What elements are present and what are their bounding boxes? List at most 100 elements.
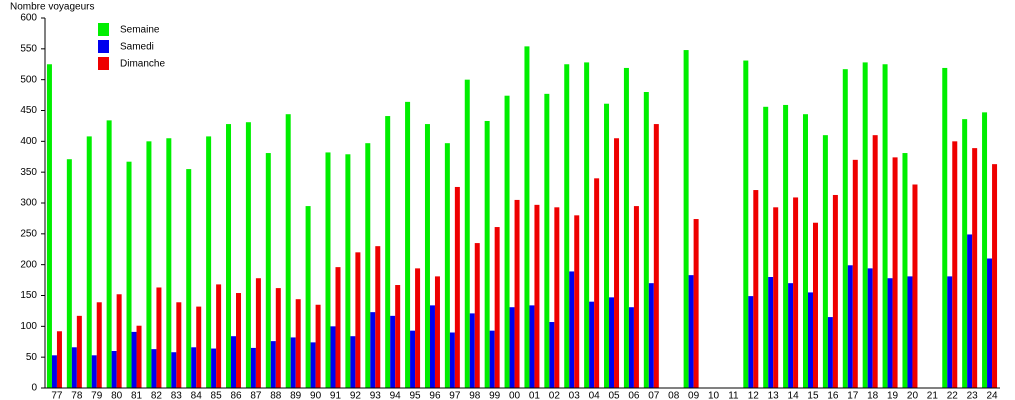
bar [987, 258, 993, 388]
x-tick-label: 90 [310, 391, 322, 400]
x-tick-label: 22 [947, 391, 959, 400]
bar [106, 120, 112, 388]
y-tick-label: 300 [20, 198, 37, 209]
bar [962, 119, 968, 388]
y-tick-label: 250 [20, 228, 37, 239]
bar [623, 67, 629, 388]
x-tick-label: 84 [191, 391, 203, 400]
x-tick-label: 05 [608, 391, 620, 400]
bar [265, 153, 271, 388]
bar [429, 305, 435, 388]
bar [604, 103, 610, 388]
bar [907, 276, 913, 388]
bar [424, 124, 430, 389]
bar [882, 64, 888, 388]
x-tick-label: 24 [986, 391, 998, 400]
bar [375, 246, 381, 388]
y-tick-label: 350 [20, 167, 37, 178]
x-tick-label: 78 [71, 391, 83, 400]
bar [56, 331, 62, 388]
bar [594, 178, 600, 388]
bar [126, 161, 132, 388]
bar [584, 62, 590, 389]
bar [444, 143, 450, 388]
x-tick-label: 98 [469, 391, 481, 400]
x-tick-label: 09 [688, 391, 700, 400]
bar [967, 234, 973, 388]
bar [554, 207, 560, 388]
bar [255, 278, 261, 388]
x-tick-label: 03 [569, 391, 581, 400]
bar [783, 104, 789, 388]
legend-swatch [98, 57, 109, 70]
bar [972, 148, 978, 388]
x-tick-label: 86 [230, 391, 242, 400]
bar [91, 355, 97, 388]
bar [136, 325, 142, 388]
y-tick-label: 450 [20, 105, 37, 116]
bar [822, 135, 828, 388]
bar [628, 307, 634, 388]
x-tick-label: 00 [509, 391, 521, 400]
bar [434, 276, 440, 388]
x-tick-label: 20 [907, 391, 919, 400]
bar [116, 294, 122, 388]
bar [952, 141, 958, 388]
bar [947, 276, 953, 388]
bar [867, 268, 873, 388]
x-tick-label: 11 [728, 391, 739, 400]
bar [166, 138, 172, 388]
bar [96, 302, 102, 388]
x-tick-label: 17 [847, 391, 859, 400]
bar [852, 159, 858, 388]
bar [335, 267, 341, 388]
bar [365, 143, 371, 388]
bar [226, 124, 232, 389]
y-tick-label: 200 [20, 259, 37, 270]
bar [514, 199, 520, 388]
x-tick-label: 14 [788, 391, 800, 400]
bar [862, 62, 868, 389]
bar [51, 355, 57, 388]
bar [156, 287, 162, 388]
bar [270, 341, 276, 388]
bar [569, 271, 575, 388]
bar [982, 112, 988, 388]
bar [86, 136, 92, 388]
bar [992, 164, 998, 388]
bar [683, 50, 689, 389]
bar [216, 284, 222, 388]
x-tick-label: 89 [290, 391, 302, 400]
bar [410, 330, 416, 388]
x-tick-label: 18 [867, 391, 879, 400]
bar [768, 277, 774, 388]
x-tick-label: 19 [887, 391, 899, 400]
bar [912, 184, 918, 388]
bar [295, 299, 301, 388]
bar [748, 296, 754, 388]
bar [753, 190, 759, 388]
bar [250, 347, 256, 388]
x-tick-label: 21 [927, 391, 939, 400]
x-tick-label: 16 [827, 391, 839, 400]
bar [574, 215, 580, 388]
bar [171, 352, 177, 388]
x-tick-label: 87 [250, 391, 262, 400]
x-tick-label: 10 [708, 391, 720, 400]
y-tick-label: 0 [31, 383, 37, 394]
bar [76, 315, 82, 388]
x-tick-label: 07 [648, 391, 660, 400]
bar [454, 186, 460, 388]
x-tick-label: 82 [151, 391, 163, 400]
x-tick-label: 91 [330, 391, 342, 400]
x-tick-label: 81 [131, 391, 143, 400]
bar [832, 194, 838, 388]
bar [290, 337, 296, 388]
bar [842, 69, 848, 388]
x-tick-label: 13 [768, 391, 780, 400]
bar [474, 243, 480, 388]
bar [489, 330, 495, 388]
legend-label: Semaine [120, 25, 160, 36]
bar [484, 120, 490, 388]
